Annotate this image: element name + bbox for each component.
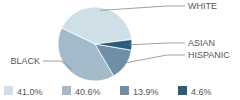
legend-label: 40.6% [75, 87, 101, 97]
legend-swatch [178, 86, 187, 95]
pie-slice [95, 40, 132, 51]
leader-line [101, 6, 185, 10]
legend-swatch [62, 86, 71, 95]
slice-label: HISPANIC [188, 50, 230, 60]
legend: 41.0% 40.6% 13.9% 4.6% [4, 86, 212, 97]
leader-line [129, 43, 185, 45]
chart: WHITE BLACK HISPANIC ASIAN 41.0% 40.6% 13.9% 4.… [0, 0, 240, 100]
legend-swatch [120, 86, 129, 95]
legend-label: 13.9% [133, 87, 159, 97]
leader-line [43, 61, 72, 69]
pie [58, 7, 132, 81]
slice-label: BLACK [10, 56, 40, 66]
leader-line [123, 55, 185, 63]
slice-label: WHITE [188, 1, 217, 11]
legend-swatch [4, 86, 13, 95]
legend-label: 4.6% [191, 87, 212, 97]
legend-label: 41.0% [17, 87, 43, 97]
chart-container: WHITE BLACK HISPANIC ASIAN 41.0% 40.6% 13.9% 4.… [0, 0, 240, 100]
slice-label: ASIAN [188, 38, 215, 48]
slice-labels: WHITE BLACK HISPANIC ASIAN [10, 1, 230, 69]
